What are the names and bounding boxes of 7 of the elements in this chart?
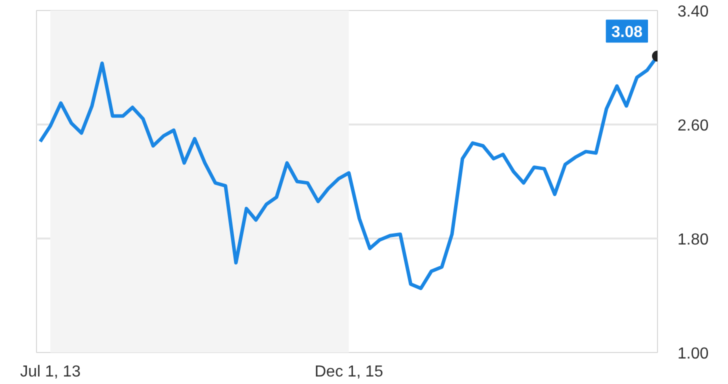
annotation: 3.08: [611, 24, 643, 42]
y-tick-label: 1.80: [678, 232, 709, 248]
x-tick-label: Jul 1, 13: [20, 364, 81, 380]
x-tick-label: Dec 1, 15: [314, 364, 384, 380]
y-tick-label: 1.00: [678, 346, 709, 362]
y-tick-label: 2.60: [678, 118, 709, 134]
y-tick-label: 3.40: [678, 4, 709, 20]
